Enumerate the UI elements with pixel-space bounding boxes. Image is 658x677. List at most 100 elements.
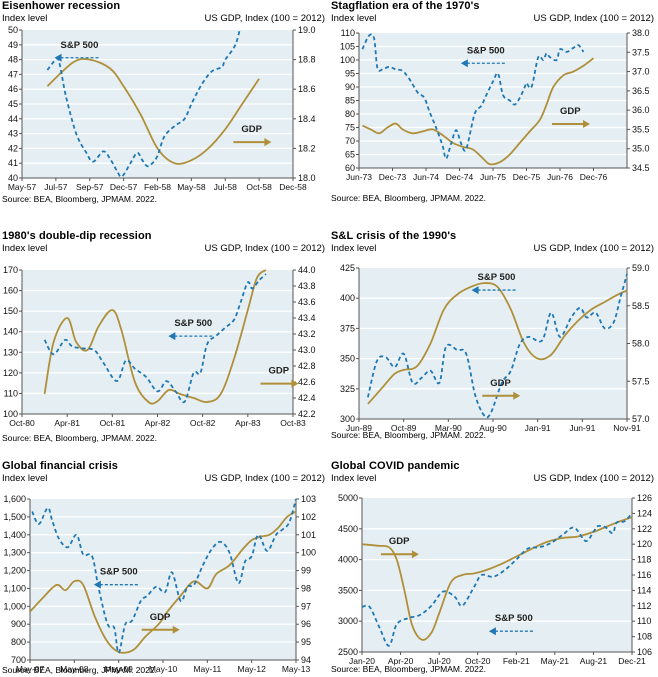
arrow-left-icon	[471, 286, 479, 295]
right-tick-label: 42.2	[298, 409, 316, 419]
chart-panel-eisenhower: Eisenhower recession Index level US GDP, I…	[0, 0, 329, 225]
right-tick-label: 36.5	[632, 86, 650, 96]
chart-panel-covid: Global COVID pandemic Index level US GDP, …	[329, 460, 658, 677]
right-tick-label: 18.6	[298, 84, 316, 94]
right-tick-label: 118	[637, 555, 651, 565]
right-tick-label: 124	[637, 508, 652, 518]
right-tick-label: 43.4	[298, 313, 316, 323]
gdp-line	[362, 516, 633, 641]
chart-svg: 60 65 70 75 80 85 90 95 100 105 110 34.5 35.0 35.5 36.…	[340, 28, 650, 182]
source-note: Source: BEA, Bloomberg, JPMAM. 2022.	[2, 194, 157, 204]
x-tick-label: Sep-57	[76, 182, 104, 192]
source-note: Source: BEA, Bloomberg, JPMAM. 2022.	[331, 664, 486, 674]
annotation-label: S&P 500	[100, 567, 138, 578]
right-tick-label: 126	[637, 493, 652, 503]
x-tick-label: Dec-58	[279, 182, 307, 192]
right-tick-label: 43.0	[298, 345, 316, 355]
x-tick-label: Jun-91	[569, 423, 595, 433]
left-tick-label: 46	[8, 84, 18, 94]
annotation-label: S&P 500	[61, 40, 99, 51]
left-tick-label: 50	[8, 25, 18, 35]
right-tick-label: 95	[301, 637, 311, 647]
gdp-annotation: GDP	[233, 124, 272, 147]
left-tick-label: 120	[3, 368, 18, 378]
source-note: Source: BEA, Bloomberg, JPMAM. 2022.	[2, 433, 157, 443]
right-tick-label: 94	[301, 655, 311, 665]
sp500-annotation: S&P 500	[54, 40, 99, 62]
sp500-line	[46, 29, 241, 178]
x-tick-label: Apr-82	[145, 418, 171, 428]
left-tick-label: 44	[8, 114, 18, 124]
right-tick-label: 38.0	[632, 28, 650, 38]
gdp-line	[46, 58, 260, 165]
x-tick-label: Oct-83	[280, 418, 306, 428]
x-tick-label: Jun-73	[346, 172, 372, 182]
left-axis-label: Index level	[331, 13, 377, 24]
left-tick-label: 41	[8, 158, 18, 168]
left-tick-label: 110	[4, 388, 18, 398]
left-tick-label: 1,600	[3, 494, 26, 504]
x-tick-label: Mar-90	[435, 423, 462, 433]
x-tick-label: May-10	[149, 664, 178, 674]
x-tick-label: May-21	[541, 656, 570, 666]
arrow-right-icon	[411, 550, 419, 559]
left-axis-label: Index level	[2, 13, 48, 24]
left-tick-label: 60	[345, 163, 355, 173]
left-tick-label: 75	[345, 123, 355, 133]
annotation-label: GDP	[490, 378, 511, 389]
arrow-left-icon	[93, 580, 101, 589]
x-tick-label: Feb-21	[503, 656, 530, 666]
arrow-left-icon	[54, 53, 62, 62]
chart-svg: 40 41 42 43 44 45 46 47 48 49 50 18.0 18.2 18.4 18.6 18…	[8, 25, 316, 192]
x-tick-label: Dec-76	[580, 172, 608, 182]
sp500-annotation: S&P 500	[460, 45, 505, 68]
x-tick-label: Dec-57	[110, 182, 138, 192]
right-tick-label: 37.0	[632, 67, 650, 77]
x-tick-label: May-12	[237, 664, 266, 674]
left-tick-label: 140	[3, 327, 18, 337]
right-tick-label: 100	[301, 548, 316, 558]
left-tick-label: 350	[340, 354, 355, 364]
right-tick-label: 102	[301, 512, 316, 522]
sp500-line	[362, 512, 633, 647]
gdp-line	[362, 57, 595, 166]
chart-svg: 300 325 350 375 400 425 57.0 57.5 58.0 58.5 59.0 Ju…	[340, 263, 650, 433]
left-axis-label: Index level	[331, 473, 377, 484]
arrow-left-icon	[168, 332, 176, 341]
gdp-annotation: GDP	[260, 366, 299, 388]
right-axis-label: US GDP, Index (100 = 2012)	[204, 13, 326, 24]
sp500-line	[31, 498, 297, 654]
right-tick-label: 58.5	[632, 301, 650, 311]
left-tick-label: 45	[8, 99, 18, 109]
chart-title: Eisenhower recession	[2, 0, 121, 12]
left-tick-label: 425	[340, 263, 355, 273]
right-tick-label: 19.0	[298, 25, 316, 35]
right-tick-label: 42.8	[298, 361, 316, 371]
source-note: Source: BEA, Bloomberg, JPMAM. 2022.	[2, 665, 157, 675]
left-tick-label: 85	[345, 96, 355, 106]
x-tick-label: May-13	[282, 664, 311, 674]
x-tick-label: Oct-58	[246, 182, 272, 192]
right-tick-label: 120	[637, 539, 652, 549]
chart-svg: 100 110 120 130 140 150 160 170 42.2 42.4 42.6 42.8…	[3, 265, 316, 428]
right-tick-label: 35.5	[632, 124, 650, 134]
right-tick-label: 37.5	[632, 47, 650, 57]
gdp-line	[367, 282, 628, 405]
right-tick-label: 44.0	[298, 265, 316, 275]
right-tick-label: 43.8	[298, 281, 316, 291]
gdp-annotation: GDP	[482, 378, 521, 400]
x-tick-label: Jul-58	[214, 182, 237, 192]
left-tick-label: 70	[345, 136, 355, 146]
left-tick-label: 3500	[338, 585, 358, 595]
right-tick-label: 116	[637, 570, 651, 580]
chart-title: Global COVID pandemic	[331, 460, 460, 472]
left-axis-label: Index level	[331, 243, 377, 254]
left-tick-label: 1,500	[3, 512, 26, 522]
right-tick-label: 18.4	[298, 114, 316, 124]
sp500-line	[367, 273, 628, 419]
gdp-annotation: GDP	[141, 612, 180, 634]
x-tick-label: Dec-73	[379, 172, 407, 182]
right-tick-label: 18.0	[298, 173, 316, 183]
x-tick-label: Aug-21	[580, 656, 608, 666]
right-tick-label: 108	[637, 632, 652, 642]
